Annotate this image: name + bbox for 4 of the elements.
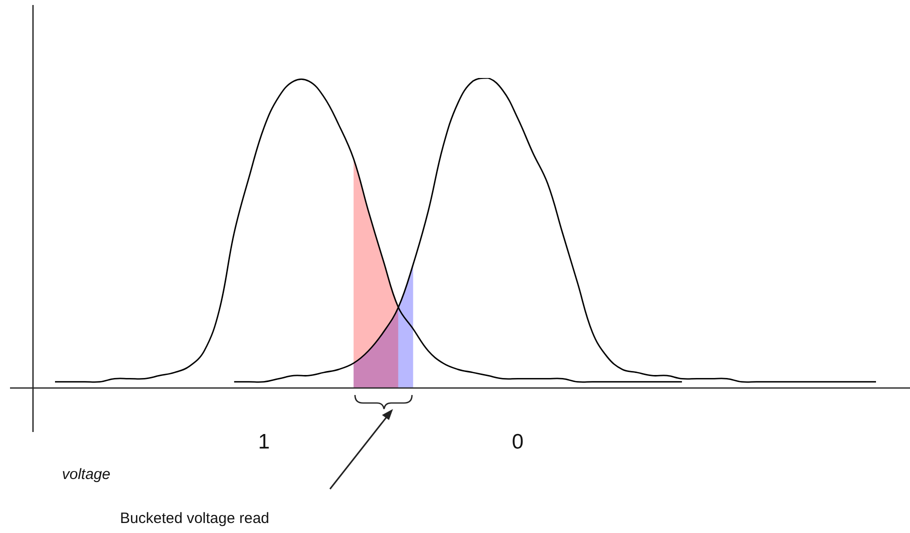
x-tick-label: 0 [512, 430, 524, 454]
x-axis-title: voltage [62, 466, 110, 483]
x-tick-label: 1 [258, 430, 270, 454]
text: Bucketed voltage read [120, 510, 270, 527]
